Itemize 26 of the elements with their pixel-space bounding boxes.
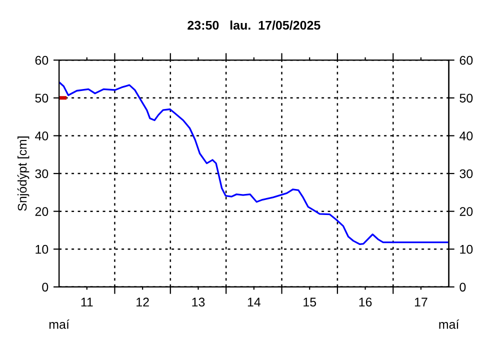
y-tick-label: 20 (35, 207, 48, 216)
y2-tick-label: 0 (460, 282, 466, 292)
text: maí (49, 320, 70, 329)
y-tick-label: 40 (35, 132, 48, 140)
y-tick-label: 10 (36, 244, 48, 254)
y2-tick-label: 10 (460, 244, 473, 254)
y2-tick-label: 40 (460, 132, 473, 140)
x-tick-label: 12 (136, 298, 149, 306)
y2-tick-label: 60 (460, 56, 473, 65)
x-tick-label: 13 (192, 298, 205, 307)
y2-tick-label: 20 (460, 207, 473, 216)
x-tick-label: 14 (248, 298, 261, 306)
x-tick-label: 16 (359, 298, 372, 307)
line-series (59, 82, 449, 246)
y-tick-label: 60 (35, 56, 48, 65)
text: maí (439, 320, 460, 329)
x-tick-label: 15 (304, 298, 316, 307)
y2-tick-label: 30 (460, 169, 473, 178)
chart-title: 23:50 lau. 17/05/2025 (188, 20, 320, 30)
y2-tick-label: 50 (460, 94, 473, 103)
y-axis-title: Snjódýpt [cm] (17, 136, 30, 211)
y-tick-label: 30 (35, 169, 48, 178)
y-tick-label: 50 (35, 94, 48, 103)
y-tick-label: 0 (42, 282, 48, 292)
x-tick-label: 11 (81, 298, 93, 306)
x-tick-label: 17 (414, 298, 428, 306)
